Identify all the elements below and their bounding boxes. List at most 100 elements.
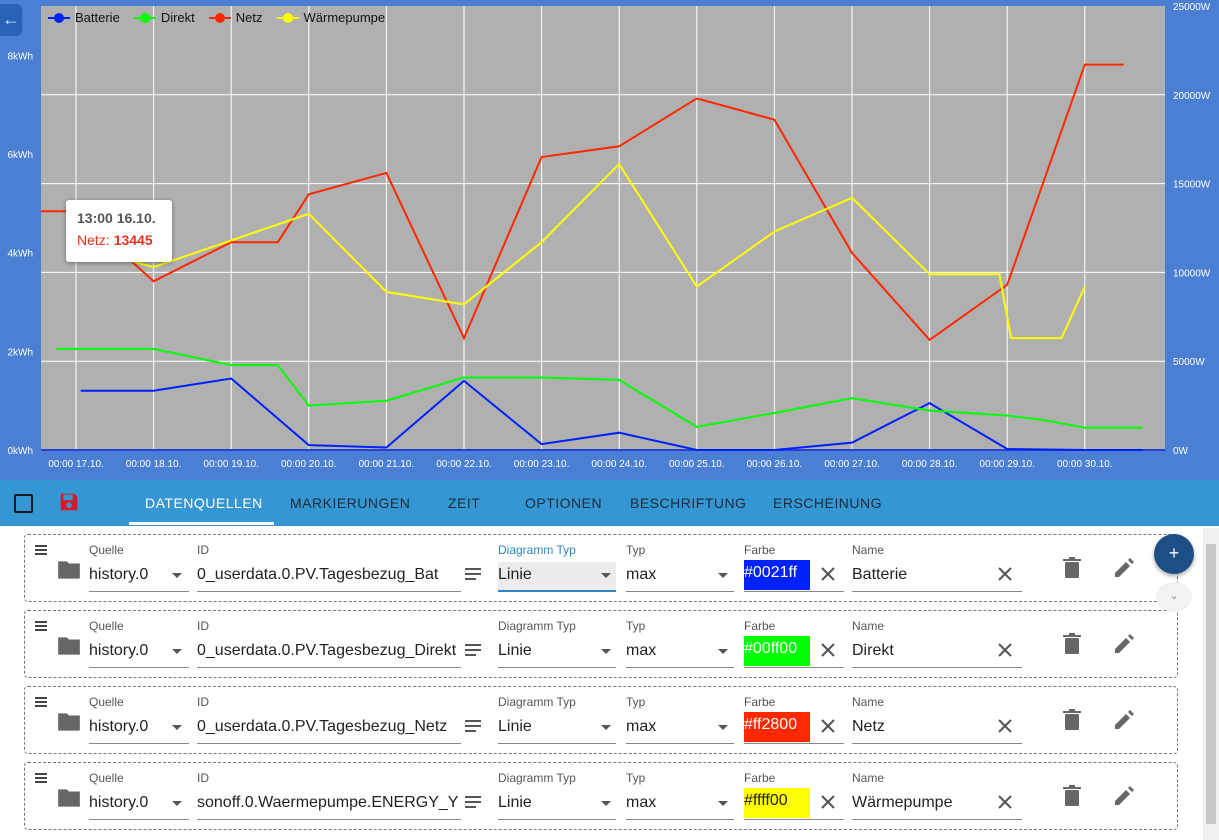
x-tick-label: 00:00 26.10. <box>747 459 803 470</box>
folder-button[interactable] <box>56 559 82 586</box>
select-all-checkbox[interactable] <box>14 494 33 513</box>
clear-name-button[interactable] <box>997 566 1013 582</box>
name-field[interactable]: Wärmepumpe <box>852 790 1022 820</box>
x-tick-label: 00:00 24.10. <box>591 459 647 470</box>
close-icon <box>997 719 1013 738</box>
list-icon[interactable] <box>465 568 481 583</box>
edit-button[interactable] <box>1113 557 1135 584</box>
x-tick-label: 00:00 29.10. <box>979 459 1035 470</box>
arrow-left-icon: ← <box>2 9 20 29</box>
color-field[interactable]: #ff2800 <box>744 712 810 742</box>
clear-color-button[interactable] <box>820 718 836 734</box>
delete-button[interactable] <box>1063 633 1081 660</box>
id-field[interactable]: 0_userdata.0.PV.Tagesbezug_Bat <box>197 562 461 592</box>
legend-item[interactable]: Batterie <box>48 10 120 25</box>
clear-color-button[interactable] <box>820 566 836 582</box>
edit-button[interactable] <box>1113 709 1135 736</box>
list-icon[interactable] <box>465 796 481 811</box>
folder-button[interactable] <box>56 787 82 814</box>
id-field[interactable]: 0_userdata.0.PV.Tagesbezug_Netz <box>197 714 461 744</box>
clear-name-button[interactable] <box>997 718 1013 734</box>
color-field[interactable]: #00ff00 <box>744 636 810 666</box>
chevron-down-icon <box>718 725 728 730</box>
drag-handle[interactable] <box>35 621 47 633</box>
save-button[interactable] <box>58 491 80 513</box>
scrollbar[interactable] <box>1203 528 1219 840</box>
chart-tooltip: 13:00 16.10. Netz: 13445 <box>66 200 172 262</box>
series-line-w-rmepumpe[interactable] <box>75 162 1086 340</box>
plus-icon: + <box>1168 543 1180 563</box>
source-select[interactable]: history.0 <box>89 790 189 820</box>
legend-swatch <box>276 12 299 23</box>
close-icon <box>997 567 1013 586</box>
chart-type-select[interactable]: Linie <box>498 638 616 668</box>
folder-icon <box>58 789 80 807</box>
collapse-button[interactable]: ⌄ <box>1156 582 1192 612</box>
chevron-down-icon <box>718 649 728 654</box>
drag-handle[interactable] <box>35 773 47 785</box>
type-select[interactable]: max <box>626 790 734 820</box>
name-field[interactable]: Netz <box>852 714 1022 744</box>
source-select[interactable]: history.0 <box>89 562 189 592</box>
scroll-thumb[interactable] <box>1206 544 1216 824</box>
list-icon[interactable] <box>465 644 481 659</box>
edit-button[interactable] <box>1113 785 1135 812</box>
type-select[interactable]: max <box>626 638 734 668</box>
drag-handle[interactable] <box>35 697 47 709</box>
edit-icon <box>1115 710 1134 729</box>
tooltip-series: Netz: <box>77 232 110 248</box>
series-line-netz[interactable] <box>41 63 1124 342</box>
tab-erscheinung[interactable]: ERSCHEINUNG <box>773 495 882 511</box>
source-select[interactable]: history.0 <box>89 638 189 668</box>
series-line-batterie[interactable] <box>80 377 1143 451</box>
clear-name-button[interactable] <box>997 642 1013 658</box>
clear-color-button[interactable] <box>820 794 836 810</box>
color-label: Farbe <box>744 543 776 557</box>
back-button[interactable]: ← <box>0 4 22 36</box>
name-field[interactable]: Direkt <box>852 638 1022 668</box>
name-field[interactable]: Batterie <box>852 562 1022 592</box>
chart-type-select[interactable]: Linie <box>498 562 616 592</box>
type-select[interactable]: max <box>626 562 734 592</box>
source-label: Quelle <box>89 619 124 633</box>
legend-item[interactable]: Netz <box>208 10 263 25</box>
id-field[interactable]: sonoff.0.Waermepumpe.ENERGY_Y <box>197 790 461 820</box>
trash-icon <box>1063 633 1081 654</box>
delete-button[interactable] <box>1063 785 1081 812</box>
chevron-down-icon <box>601 801 611 806</box>
list-icon[interactable] <box>465 720 481 735</box>
tab-markierungen[interactable]: MARKIERUNGEN <box>290 495 411 511</box>
type-select[interactable]: max <box>626 714 734 744</box>
tab-datenquellen[interactable]: DATENQUELLEN <box>145 495 263 511</box>
source-label: Quelle <box>89 543 124 557</box>
chevron-down-icon <box>601 649 611 654</box>
x-tick-label: 00:00 19.10. <box>203 459 259 470</box>
tab-zeit[interactable]: ZEIT <box>448 495 481 511</box>
color-underline <box>744 819 844 820</box>
chart-type-select[interactable]: Linie <box>498 790 616 820</box>
delete-button[interactable] <box>1063 557 1081 584</box>
folder-button[interactable] <box>56 635 82 662</box>
folder-button[interactable] <box>56 711 82 738</box>
legend-item[interactable]: Direkt <box>133 10 195 25</box>
drag-handle[interactable] <box>35 545 47 557</box>
chevron-down-icon <box>172 649 182 654</box>
clear-color-button[interactable] <box>820 642 836 658</box>
tab-optionen[interactable]: OPTIONEN <box>525 495 603 511</box>
add-source-button[interactable]: + <box>1154 534 1194 574</box>
clear-name-button[interactable] <box>997 794 1013 810</box>
y-left-tick-label: 6kWh <box>7 150 33 161</box>
id-field[interactable]: 0_userdata.0.PV.Tagesbezug_Direkt <box>197 638 461 668</box>
tooltip-value: 13445 <box>113 232 153 248</box>
chart-type-select[interactable]: Linie <box>498 714 616 744</box>
color-field[interactable]: #0021ff <box>744 560 810 590</box>
source-select[interactable]: history.0 <box>89 714 189 744</box>
edit-button[interactable] <box>1113 633 1135 660</box>
delete-button[interactable] <box>1063 709 1081 736</box>
color-underline <box>744 667 844 668</box>
series-line-direkt[interactable] <box>56 347 1143 429</box>
color-field[interactable]: #ffff00 <box>744 788 810 818</box>
tab-beschriftung[interactable]: BESCHRIFTUNG <box>630 495 747 511</box>
legend-item[interactable]: Wärmepumpe <box>276 10 385 25</box>
chevron-down-icon <box>718 573 728 578</box>
